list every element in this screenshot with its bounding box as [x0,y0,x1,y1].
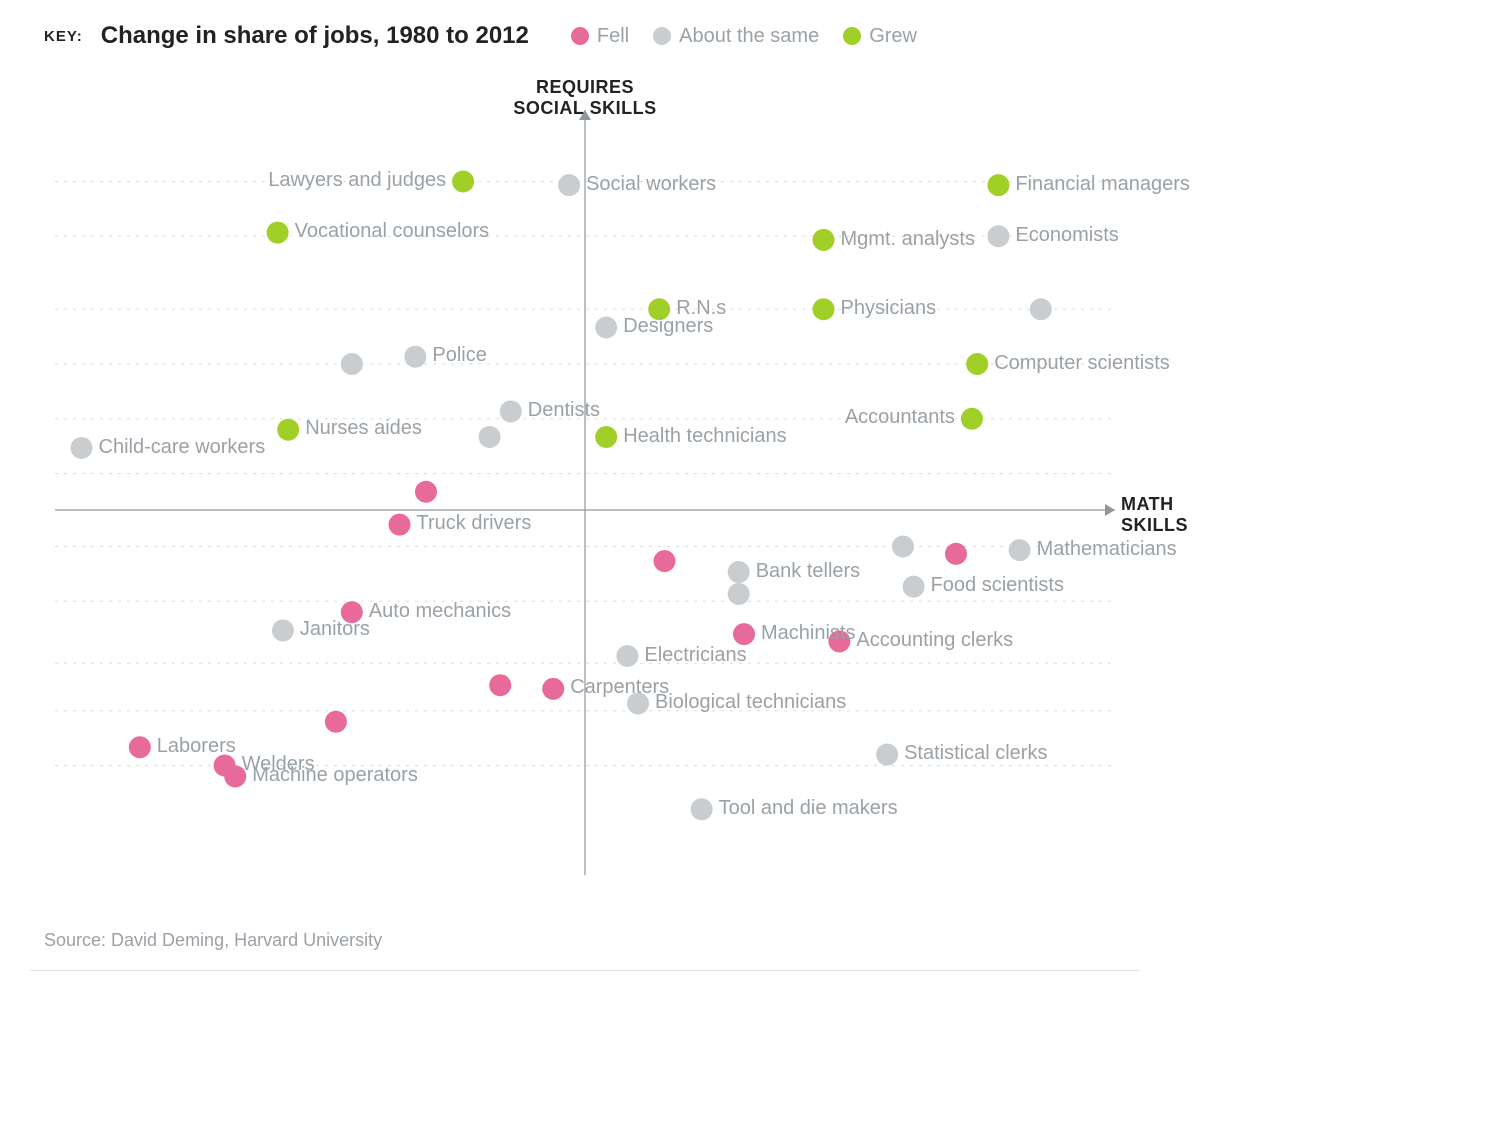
point-label: Social workers [586,173,716,196]
point-label: Dentists [528,399,600,422]
axis-label-top-line1: REQUIRES [505,77,665,98]
legend-dot-grew [843,27,861,45]
point-label: Statistical clerks [904,742,1047,765]
axis-label-right-line1: MATH [1121,494,1188,515]
legend-dot-same [653,27,671,45]
point-label: Designers [623,315,713,338]
point-label: Physicians [841,297,937,320]
legend-item-fell: Fell [571,25,629,48]
point-label: Electricians [644,644,746,667]
axis-label-math-skills: MATH SKILLS [1121,494,1188,535]
point-label: Financial managers [1015,173,1190,196]
point-label: Accounting clerks [856,629,1013,652]
legend: KEY: Change in share of jobs, 1980 to 20… [44,22,917,50]
point-label: Janitors [300,618,370,641]
point-label: Machine operators [252,764,418,787]
point-label: Bank tellers [756,560,861,583]
legend-label-grew: Grew [869,25,917,48]
point-label: Machinists [761,622,855,645]
legend-label-same: About the same [679,25,819,48]
point-label: Biological technicians [655,691,846,714]
legend-key-label: KEY: [44,28,83,45]
axis-label-right-line2: SKILLS [1121,515,1188,536]
legend-dot-fell [571,27,589,45]
legend-item-grew: Grew [843,25,917,48]
bottom-divider [30,970,1140,971]
point-label: Food scientists [931,574,1064,597]
point-label: Auto mechanics [369,600,511,623]
scatter-chart: REQUIRES SOCIAL SKILLS MATH SKILLS Lawye… [30,80,1140,900]
point-label: Economists [1015,224,1118,247]
chart-svg [30,80,1140,900]
point-label: Health technicians [623,425,786,448]
point-label: Accountants [845,406,955,429]
canvas: KEY: Change in share of jobs, 1980 to 20… [0,0,1498,1124]
point-label: Child-care workers [99,436,266,459]
axis-label-social-skills: REQUIRES SOCIAL SKILLS [505,77,665,118]
point-label: Laborers [157,735,236,758]
source-credit: Source: David Deming, Harvard University [44,930,382,951]
point-label: Truck drivers [417,512,532,535]
point-label: Mathematicians [1037,538,1177,561]
legend-item-same: About the same [653,25,819,48]
axis-label-top-line2: SOCIAL SKILLS [505,98,665,119]
point-label: Police [432,344,486,367]
point-label: Mgmt. analysts [841,228,975,251]
point-label: Computer scientists [994,352,1170,375]
legend-title: Change in share of jobs, 1980 to 2012 [101,22,529,50]
point-label: Tool and die makers [719,797,898,820]
point-label: Nurses aides [305,417,422,440]
point-label: Vocational counselors [295,220,490,243]
legend-label-fell: Fell [597,25,629,48]
point-label: Lawyers and judges [268,169,446,192]
